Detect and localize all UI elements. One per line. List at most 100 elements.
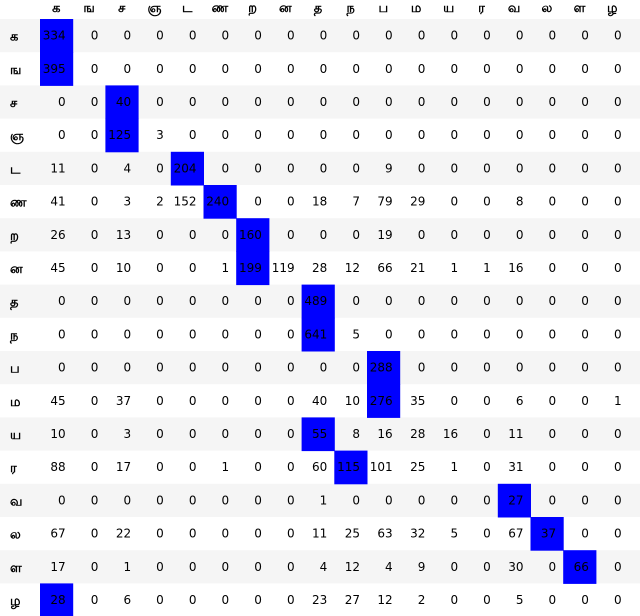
cell-value: 0	[516, 228, 524, 242]
row-header: ல	[10, 528, 21, 543]
cell-value: 0	[483, 560, 491, 574]
cell-value: 0	[549, 195, 557, 209]
cell-value: 0	[581, 527, 589, 541]
cell-value: 16	[377, 427, 392, 441]
cell-value: 0	[352, 161, 360, 175]
cell-value: 0	[91, 527, 99, 541]
cell-value: 88	[50, 460, 65, 474]
cell-value: 0	[418, 228, 426, 242]
cell-value: 0	[222, 128, 230, 142]
cell-value: 0	[418, 361, 426, 375]
row-header: ண	[10, 196, 27, 211]
cell-value: 0	[614, 327, 622, 341]
cell-value: 7	[352, 195, 360, 209]
column-header: ய	[443, 1, 454, 16]
cell-value: 0	[549, 261, 557, 275]
cell-value: 0	[287, 327, 295, 341]
cell-value: 0	[91, 161, 99, 175]
highlighted-cell	[236, 251, 270, 286]
cell-value: 66	[574, 560, 589, 574]
cell-value: 63	[377, 527, 392, 541]
cell-value: 2	[418, 593, 426, 607]
cell-value: 0	[320, 29, 328, 43]
cell-value: 0	[418, 95, 426, 109]
cell-value: 0	[189, 527, 197, 541]
row-header: ற	[10, 229, 19, 244]
cell-value: 28	[312, 261, 327, 275]
row-header: ர	[10, 461, 17, 476]
row-stripe	[0, 218, 640, 252]
cell-value: 17	[116, 460, 131, 474]
column-header: ச	[118, 1, 126, 16]
cell-value: 5	[352, 327, 360, 341]
cell-value: 11	[312, 527, 327, 541]
cell-value: 21	[410, 261, 425, 275]
cell-value: 41	[50, 195, 65, 209]
highlighted-cell	[40, 583, 74, 616]
cell-value: 0	[91, 593, 99, 607]
cell-value: 0	[385, 62, 393, 76]
cell-value: 0	[516, 128, 524, 142]
cell-value: 0	[156, 593, 164, 607]
row-header: ழ	[10, 594, 21, 609]
highlighted-cell	[301, 284, 335, 319]
cell-value: 22	[116, 527, 131, 541]
column-header: ந	[345, 1, 354, 16]
cell-value: 125	[108, 128, 131, 142]
cell-value: 0	[287, 560, 295, 574]
cell-value: 0	[418, 161, 426, 175]
cell-value: 19	[377, 228, 392, 242]
highlighted-cell	[203, 185, 237, 219]
cell-value: 29	[410, 195, 425, 209]
cell-value: 0	[483, 195, 491, 209]
cell-value: 0	[189, 62, 197, 76]
cell-value: 16	[508, 261, 523, 275]
cell-value: 0	[91, 361, 99, 375]
cell-value: 0	[222, 361, 230, 375]
cell-value: 0	[189, 128, 197, 142]
cell-value: 0	[549, 327, 557, 341]
cell-value: 160	[239, 228, 262, 242]
cell-value: 66	[377, 261, 392, 275]
cell-value: 0	[222, 62, 230, 76]
cell-value: 6	[516, 394, 524, 408]
cell-value: 0	[189, 261, 197, 275]
cell-value: 25	[345, 527, 360, 541]
cell-value: 0	[58, 327, 66, 341]
row-header: ங	[10, 63, 21, 78]
cell-value: 0	[222, 29, 230, 43]
cell-value: 288	[370, 361, 393, 375]
cell-value: 0	[287, 62, 295, 76]
cell-value: 0	[58, 493, 66, 507]
cell-value: 0	[614, 460, 622, 474]
row-header: ன	[10, 262, 23, 277]
cell-value: 0	[418, 294, 426, 308]
cell-value: 0	[287, 361, 295, 375]
cell-value: 0	[418, 29, 426, 43]
cell-value: 0	[287, 29, 295, 43]
row-header: ட	[10, 162, 21, 177]
cell-value: 3	[156, 128, 164, 142]
cell-value: 0	[385, 128, 393, 142]
cell-value: 240	[206, 195, 229, 209]
column-header: ற	[248, 1, 257, 16]
cell-value: 10	[345, 394, 360, 408]
cell-value: 0	[189, 560, 197, 574]
highlighted-cell	[334, 450, 368, 485]
cell-value: 4	[385, 560, 393, 574]
cell-value: 0	[320, 161, 328, 175]
cell-value: 199	[239, 261, 262, 275]
cell-value: 0	[91, 195, 99, 209]
cell-value: 0	[156, 62, 164, 76]
cell-value: 0	[222, 161, 230, 175]
cell-value: 0	[254, 161, 262, 175]
row-stripe	[0, 483, 640, 517]
cell-value: 0	[450, 560, 458, 574]
cell-value: 0	[123, 29, 131, 43]
row-stripe	[0, 151, 640, 185]
row-header: ப	[10, 362, 20, 377]
cell-value: 0	[614, 62, 622, 76]
cell-value: 0	[189, 228, 197, 242]
highlighted-cell	[367, 351, 401, 385]
